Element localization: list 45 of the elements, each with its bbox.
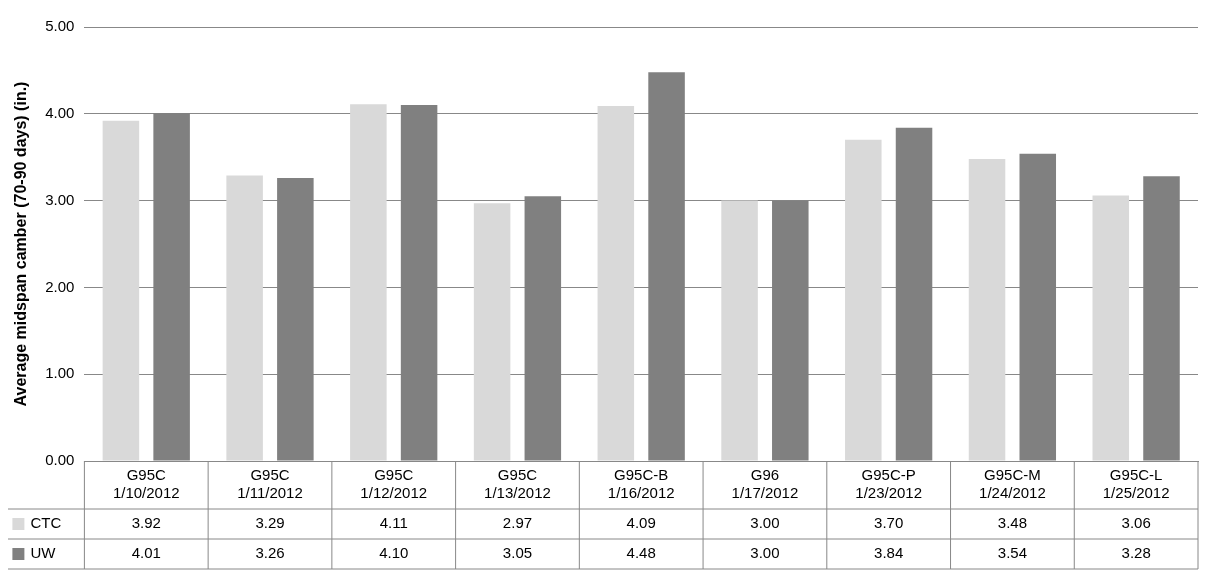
data-label: 4.01	[131, 544, 161, 562]
bar	[721, 200, 758, 461]
x-tick-label: G96 1/17/2012	[731, 466, 799, 502]
data-label: 3.00	[750, 544, 780, 562]
x-tick-label: G95C-M 1/24/2012	[979, 466, 1046, 502]
data-label: 3.28	[1121, 544, 1151, 562]
legend-label: CTC	[30, 514, 62, 532]
data-label: 3.84	[874, 544, 904, 562]
y-axis-title: Average midspan camber (70-90 days) (in.)	[12, 81, 30, 407]
y-tick-label: 0.00	[45, 451, 75, 469]
y-tick-label: 5.00	[45, 17, 75, 35]
bar	[1092, 195, 1130, 461]
bar	[473, 203, 511, 461]
x-tick-label: G95C 1/10/2012	[112, 466, 180, 502]
bar	[102, 120, 140, 461]
data-label: 3.70	[874, 514, 904, 532]
x-tick-label: G95C 1/11/2012	[237, 466, 303, 502]
bar	[226, 175, 263, 461]
bar	[597, 105, 635, 461]
y-tick-label: 4.00	[45, 103, 75, 121]
y-tick-label: 1.00	[45, 364, 75, 382]
data-label: 4.11	[379, 514, 408, 532]
x-tick-label: G95C-B 1/16/2012	[607, 466, 675, 502]
legend-label: UW	[30, 544, 57, 562]
x-tick-label: G95C 1/13/2012	[484, 466, 551, 502]
bar	[350, 104, 387, 461]
data-label: 4.10	[379, 544, 409, 562]
y-tick-label: 2.00	[45, 277, 75, 295]
bar	[968, 158, 1006, 461]
data-label: 3.06	[1121, 514, 1151, 532]
data-label: 3.48	[997, 514, 1027, 532]
bar	[845, 139, 882, 461]
data-label: 3.00	[750, 514, 780, 532]
x-tick-label: G95C-P 1/23/2012	[855, 466, 923, 502]
data-label: 3.92	[131, 514, 161, 532]
y-tick-label: 3.00	[45, 190, 75, 208]
x-tick-label: G95C-L 1/25/2012	[1102, 466, 1170, 502]
data-label: 4.48	[626, 544, 656, 562]
data-label: 4.09	[626, 514, 656, 532]
data-label: 3.29	[255, 514, 285, 532]
data-label: 3.26	[255, 544, 285, 562]
x-tick-label: G95C 1/12/2012	[360, 466, 428, 502]
data-label: 3.54	[997, 544, 1027, 562]
data-label: 3.05	[502, 544, 533, 562]
data-label: 2.97	[502, 514, 533, 532]
